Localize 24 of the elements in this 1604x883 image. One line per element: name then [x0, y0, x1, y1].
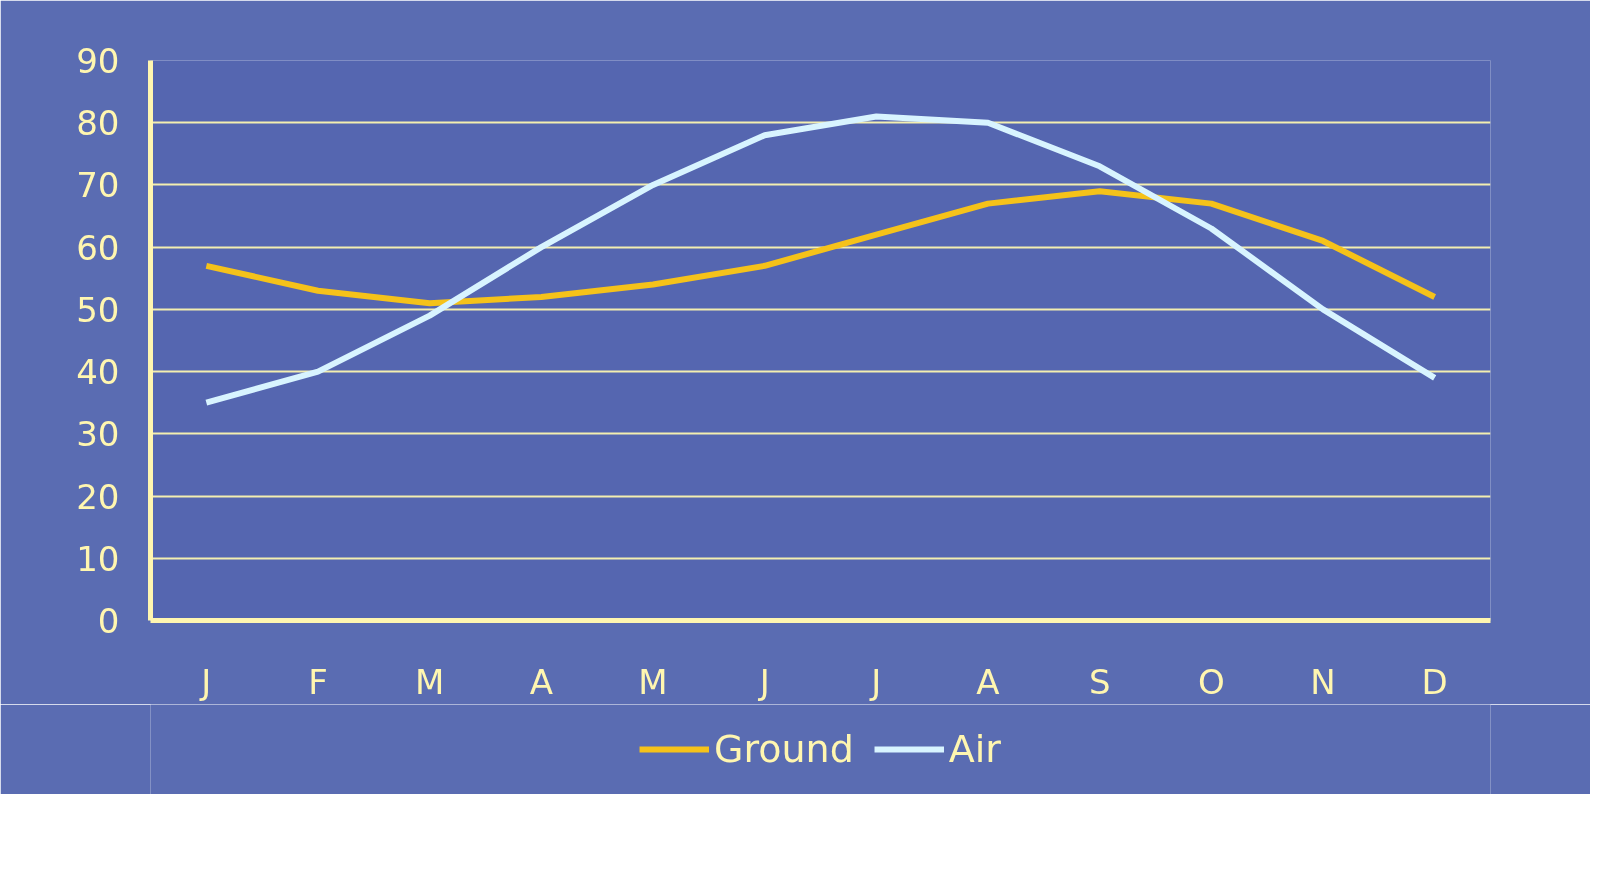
- y-tick-label: 40: [76, 352, 120, 393]
- x-tick-label: N: [1310, 661, 1336, 702]
- y-tick-label: 90: [76, 41, 120, 81]
- x-tick-label: A: [529, 661, 553, 702]
- y-tick-label: 50: [76, 289, 120, 330]
- legend-label: Air: [948, 727, 1001, 771]
- y-tick-label: 20: [76, 476, 120, 517]
- x-tick-label: J: [199, 661, 212, 702]
- x-tick-label: S: [1088, 661, 1111, 702]
- x-tick-label: M: [638, 661, 668, 702]
- y-tick-label: 30: [76, 414, 120, 455]
- x-tick-label: J: [757, 661, 770, 702]
- x-tick-label: M: [415, 661, 445, 702]
- x-tick-label: F: [308, 661, 328, 702]
- x-tick-label: J: [869, 661, 882, 702]
- y-tick-label: 10: [76, 538, 120, 579]
- x-tick-label: A: [976, 661, 1000, 702]
- y-tick-label: 80: [76, 103, 120, 144]
- y-tick-label: 70: [76, 165, 120, 206]
- y-tick-label: 0: [97, 601, 120, 641]
- x-tick-label: O: [1197, 661, 1225, 702]
- x-tick-label: D: [1421, 661, 1448, 702]
- legend-label: Ground: [714, 727, 854, 771]
- y-tick-label: 60: [76, 227, 120, 268]
